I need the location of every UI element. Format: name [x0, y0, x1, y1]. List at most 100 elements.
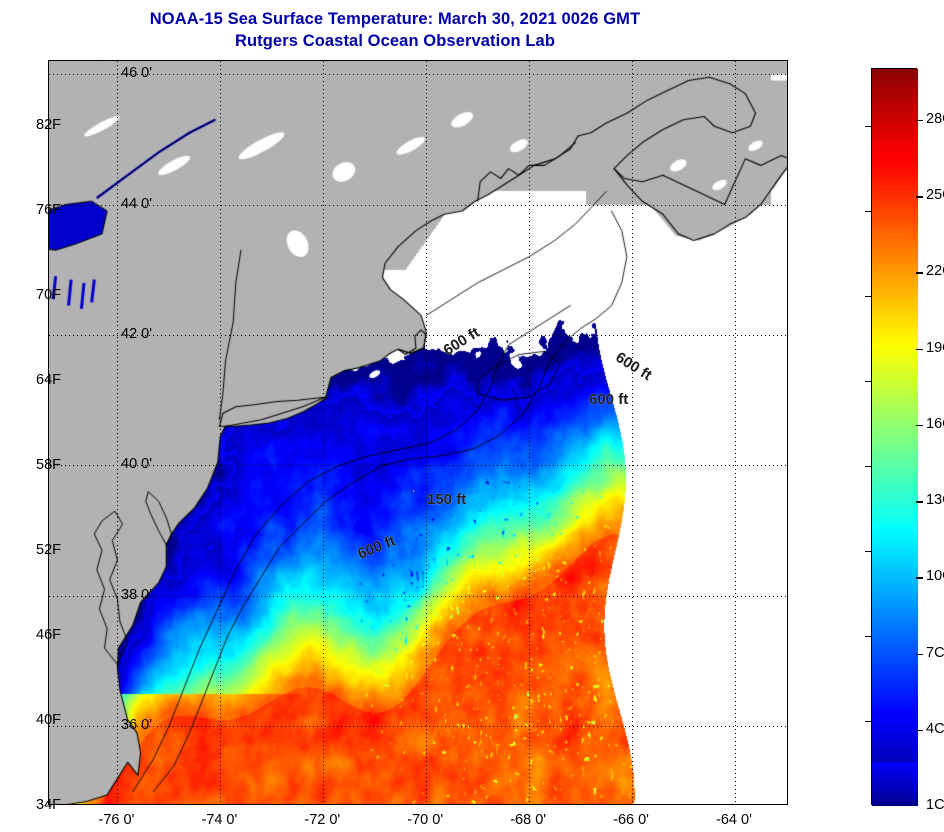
lat-tick-right — [787, 531, 788, 533]
lon-tick — [606, 804, 608, 805]
colorbar-tick-left — [865, 465, 872, 468]
lon-axis-label: -74 0' — [201, 812, 238, 828]
colorbar-tick-right — [916, 424, 923, 427]
lat-tick — [48, 74, 49, 76]
lon-tick — [632, 804, 634, 805]
lat-tick-right — [787, 694, 788, 696]
lat-tick-right — [787, 368, 788, 370]
lon-tick — [529, 804, 531, 805]
graticule-parallel — [49, 334, 787, 336]
lon-tick-top — [761, 60, 763, 61]
lat-tick-right — [787, 270, 788, 272]
lon-tick-top — [478, 60, 480, 61]
lon-tick — [684, 804, 686, 805]
lat-tick — [48, 237, 49, 239]
lon-tick-top — [581, 60, 583, 61]
lon-tick — [246, 804, 248, 805]
lat-tick-right — [787, 563, 788, 565]
lat-tick — [48, 400, 49, 402]
colorbar-fahrenheit-label: 64F — [36, 371, 61, 388]
colorbar-tick-left — [865, 125, 872, 128]
colorbar-celsius-label: 25C — [926, 187, 944, 204]
graticule-meridian — [426, 61, 428, 804]
lon-tick-top — [606, 60, 608, 61]
lon-tick-top — [658, 60, 660, 61]
lat-tick — [48, 433, 49, 435]
lon-tick — [452, 804, 454, 805]
colorbar-fahrenheit-label: 46F — [36, 626, 61, 643]
contour-label-600-ft: 600 ft — [589, 391, 629, 408]
lat-tick-right — [787, 139, 788, 141]
lon-tick-top — [786, 60, 788, 61]
lat-axis-label: 36 0' — [121, 717, 152, 734]
colorbar-fahrenheit-label: 52F — [36, 541, 61, 558]
colorbar-celsius-label: 10C — [926, 568, 944, 585]
lon-tick-top — [117, 60, 119, 61]
lon-axis-label: -72 0' — [304, 812, 341, 828]
lat-tick — [48, 759, 49, 761]
colorbar-tick-right — [916, 119, 923, 122]
lat-tick — [48, 792, 49, 794]
lon-tick — [658, 804, 660, 805]
lon-tick-top — [452, 60, 454, 61]
lon-tick — [117, 804, 119, 805]
graticule-parallel — [49, 595, 787, 597]
lat-tick-right — [787, 792, 788, 794]
lon-tick — [349, 804, 351, 805]
lon-axis-label: -64 0' — [716, 812, 752, 828]
colorbar-tick-right — [916, 501, 923, 503]
lon-tick — [298, 804, 300, 805]
coastline-overlay — [49, 61, 787, 804]
lon-tick-top — [66, 60, 68, 61]
lon-tick — [555, 804, 557, 805]
lat-tick-right — [787, 335, 788, 337]
colorbar-celsius-label: 22C — [926, 263, 944, 280]
lon-tick — [735, 804, 737, 805]
lat-tick — [48, 661, 49, 663]
lat-tick-right — [787, 596, 788, 598]
lat-tick — [48, 531, 49, 533]
lat-tick — [48, 368, 49, 370]
lon-tick — [143, 804, 145, 805]
map-plot-area: 600 ft 600 ft 600 ft 150 ft 600 ft — [48, 60, 788, 805]
lon-tick-top — [92, 60, 94, 61]
colorbar-tick-right — [916, 653, 923, 656]
lat-tick-right — [787, 498, 788, 500]
lon-tick — [169, 804, 171, 805]
colorbar-celsius-label: 1C — [926, 797, 944, 813]
graticule-parallel — [49, 204, 787, 206]
lat-tick-right — [787, 726, 788, 728]
lon-tick-top — [246, 60, 248, 61]
lon-tick-top — [426, 60, 428, 61]
lon-tick-top — [400, 60, 402, 61]
lon-tick — [709, 804, 711, 805]
colorbar-tick-left — [865, 635, 872, 638]
colorbar-fahrenheit-label: 34F — [36, 797, 61, 813]
lat-tick — [48, 270, 49, 272]
graticule-parallel — [49, 465, 787, 467]
lat-tick-right — [787, 629, 788, 631]
lon-tick — [503, 804, 505, 805]
lat-axis-label: 38 0' — [121, 586, 152, 603]
colorbar-fahrenheit-label: 82F — [36, 116, 61, 133]
lon-tick — [92, 804, 94, 805]
colorbar-tick-left — [865, 380, 872, 383]
contour-label-150-ft: 150 ft — [427, 491, 467, 508]
colorbar-fahrenheit-label: 58F — [36, 456, 61, 473]
lat-tick-right — [787, 74, 788, 76]
lon-tick — [581, 804, 583, 805]
lon-tick-top — [323, 60, 325, 61]
colorbar-tick-right — [916, 577, 923, 579]
colorbar-tick-left — [865, 210, 872, 213]
lat-tick-right — [787, 433, 788, 435]
title-line-1: NOAA-15 Sea Surface Temperature: March 3… — [149, 10, 641, 28]
graticule-meridian — [734, 61, 736, 804]
lon-tick-top — [555, 60, 557, 61]
lon-tick — [400, 804, 402, 805]
lat-tick-right — [787, 400, 788, 402]
graticule-parallel — [49, 726, 787, 728]
colorbar-tick-right — [916, 729, 923, 732]
lon-axis-label: -70 0' — [407, 812, 444, 828]
lat-tick-right — [787, 107, 788, 109]
